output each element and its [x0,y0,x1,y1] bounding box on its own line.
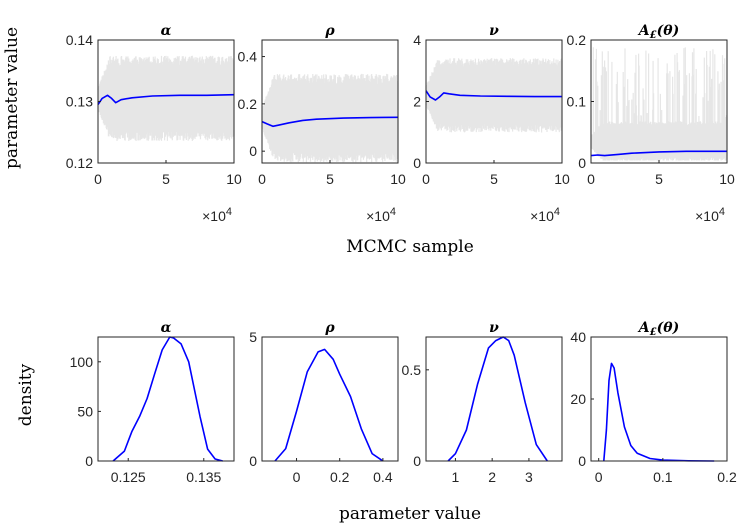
row1-panel-3-xtick-label: 0 [422,171,430,187]
row2-panel-3-xtick-label: 1 [452,469,460,485]
row1-panel-3-running-mean-line [425,90,562,101]
row1-panel-4-x-exponent: ×104 [695,206,725,224]
row2-ylabel: density [16,363,36,426]
row1-panel-2-ytick-label: 0.4 [238,49,258,65]
row1-panel-3-trace [425,58,563,133]
row1-panel-4-trace [590,47,728,161]
row1-panel-3-ytick-label: 2 [413,94,421,110]
row1-panel-1-running-mean-line [97,93,235,106]
row2-panel-4-xtick-label: 0.1 [653,469,673,485]
row2-panel-4-axes-box [590,336,728,462]
row1-panel-2-running-mean-line [261,116,399,128]
row2-panel-1-title: α [161,320,172,336]
row1-panel-3-xtick-label: 5 [490,171,498,187]
row1-panel-1: 0 5 10 0.12 0.13 0.14 α ×104 [66,23,242,224]
row2-panel-3: 1 2 3 0 0.5 ν [402,320,563,485]
row1-panel-2-xtick-label: 0 [258,171,266,187]
row2-panel-4-density-line [603,362,715,462]
row2-panel-1-axes-box [97,336,235,462]
row2-panel-2-xtick-label: 0 [293,469,301,485]
row2-panel-1: 0.125 0.135 0 50 100 α [70,320,235,485]
row1-panel-1-title: α [161,23,172,39]
row1-panel-2-xtick-label: 5 [326,171,334,187]
row2-panel-2: 0 0.2 0.4 0 5 ρ [249,320,399,485]
row1-panel-1-xtick-label: 10 [226,171,242,187]
row1-ylabel: parameter value [2,27,22,169]
row1-panel-1-trace [97,55,235,141]
row2-panel-4-xtick-label: 0 [595,469,603,485]
row1-panel-2-ytick-label: 0.2 [238,96,258,112]
row1-panel-4-ytick-label: 0.2 [567,32,587,48]
row2-panel-2-title: ρ [324,320,335,336]
row2-panel-2-ytick-label: 0 [249,453,257,469]
row2-panel-4-ytick-label: 20 [570,391,586,407]
row1-panel-3: 0 5 10 0 2 4 ν ×104 [413,23,570,224]
row2-panel-2-axes-box [261,336,399,462]
row1-panel-3-x-exponent: ×104 [530,206,560,224]
row2-panel-2-density-line [274,348,384,462]
row1-panel-4-ytick-label: 0.1 [567,94,587,110]
row2-panel-2-xtick-label: 0.4 [373,469,393,485]
row1-panel-1-x-exponent: ×104 [202,206,232,224]
row1-panel-4-xtick-label: 5 [655,171,663,187]
row2-panel-3-ytick-label: 0.5 [402,362,422,378]
row2-panel-1-xtick-label: 0.125 [111,469,146,485]
row1-panel-3-ytick-label: 0 [413,155,421,171]
row1-panel-1-xtick-label: 0 [94,171,102,187]
row1-panel-2-title: ρ [324,23,335,39]
row2-panel-3-density-line [447,336,548,462]
row2-panel-1-density-line [112,336,223,462]
row1-panel-2: 0 5 10 0 0.2 0.4 ρ ×104 [238,23,406,224]
row1-panel-1-ytick-label: 0.13 [66,94,93,110]
row2-panel-1-ytick-label: 50 [77,403,93,419]
row2-panel-3-axes-box [425,336,563,462]
row2-panel-3-xtick-label: 2 [488,469,496,485]
row1-panel-4-title: A£(θ) [637,23,679,41]
row1-panel-4-running-mean-line [590,150,727,157]
row1-panel-4-ytick-label: 0 [578,155,586,171]
row2-panel-2-ytick-label: 5 [249,329,257,345]
row1-panel-3-ytick-label: 4 [413,32,421,48]
row2-panel-4-title: A£(θ) [637,320,679,338]
row2-panel-4: 0 0.1 0.2 0 20 40 A£(θ) [570,320,737,485]
row1-panel-2-ytick-label: 0 [249,143,257,159]
row2-panel-3-ytick-label: 0 [413,453,421,469]
row2-panel-3-xtick-label: 3 [525,469,533,485]
row2-xlabel: parameter value [339,504,481,524]
row2-panel-1-ytick-label: 100 [70,354,94,370]
row1-panel-2-x-exponent: ×104 [366,206,396,224]
row1-panel-1-ytick-label: 0.12 [66,155,93,171]
row2-panel-4-xtick-label: 0.2 [717,469,737,485]
row1-panel-2-xtick-label: 10 [390,171,406,187]
row2-panel-3-title: ν [489,320,499,336]
row2-panel-4-ytick-label: 0 [578,453,586,469]
row2-panel-4-ytick-label: 40 [570,329,586,345]
row1-panel-1-ytick-label: 0.14 [66,32,93,48]
row2-panel-1-ytick-label: 0 [85,453,93,469]
row1-panel-1-xtick-label: 5 [162,171,170,187]
row1-panel-4: 0 5 10 0 0.1 0.2 A£(θ) ×104 [567,23,735,224]
row2-panel-2-xtick-label: 0.2 [330,469,350,485]
row1-xlabel: MCMC sample [346,237,474,257]
row1-panel-3-title: ν [489,23,499,39]
row1-panel-4-xtick-label: 10 [719,171,735,187]
row1-panel-3-xtick-label: 10 [554,171,570,187]
row2-panel-1-xtick-label: 0.135 [186,469,221,485]
row1-panel-4-xtick-label: 0 [587,171,595,187]
